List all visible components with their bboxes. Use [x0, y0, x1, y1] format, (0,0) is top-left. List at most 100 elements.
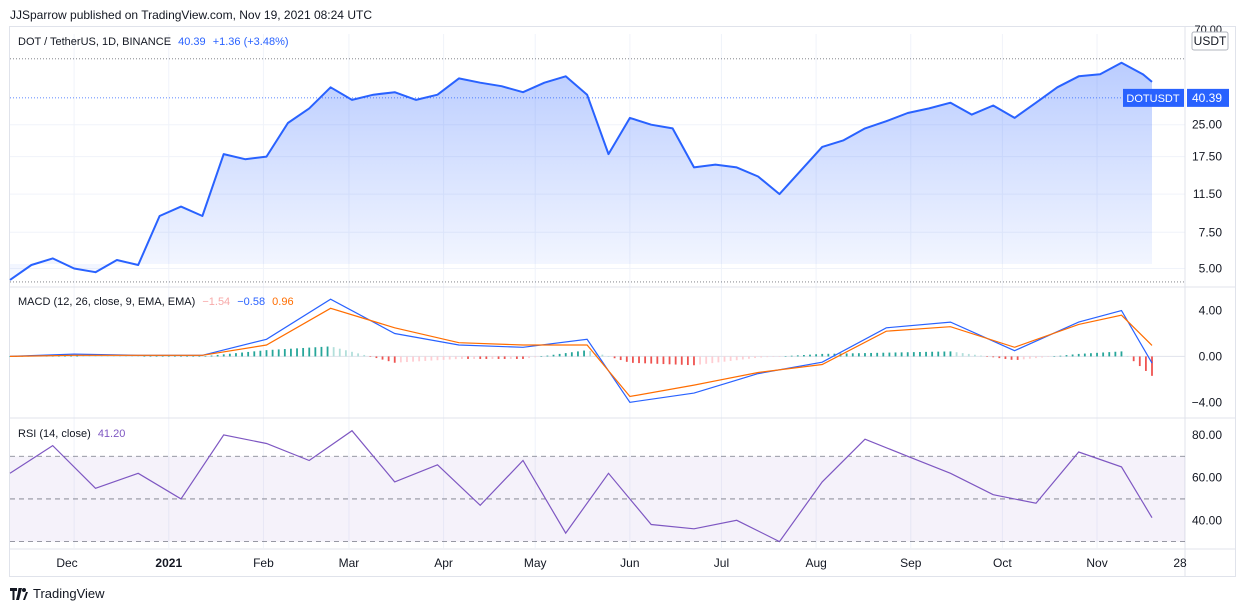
macd-hist-bar	[650, 356, 653, 364]
macd-hist-bar	[992, 356, 995, 358]
macd-hist-bar	[222, 354, 225, 357]
macd-hist-bar	[931, 351, 934, 357]
price-tick-label: 25.00	[1192, 118, 1222, 132]
macd-hist-bar	[228, 353, 231, 357]
macd-hist-bar	[1114, 351, 1117, 357]
time-tick-label: Apr	[434, 556, 453, 570]
macd-hist-bar	[497, 356, 500, 359]
macd-hist-bar	[192, 356, 195, 357]
macd-hist-bar	[888, 352, 891, 357]
macd-hist-bar	[528, 356, 530, 359]
time-tick-label: Aug	[805, 556, 826, 570]
macd-hist-bar	[760, 356, 763, 358]
macd-hist-bar	[534, 356, 537, 358]
macd-hist-bar	[241, 352, 243, 357]
rsi-tick-label: 60.00	[1192, 471, 1222, 485]
macd-hist-bar	[900, 352, 903, 357]
macd-hist-bar	[778, 356, 781, 357]
symbol-tag-text: DOTUSDT	[1126, 93, 1179, 105]
price-area-fill	[10, 62, 1152, 280]
macd-hist-bar	[906, 352, 909, 357]
macd-hist-bar	[143, 356, 146, 357]
footer-brand[interactable]: TradingView	[10, 586, 105, 601]
macd-hist-bar	[546, 355, 549, 357]
rsi-legend[interactable]: RSI (14, close) 41.20	[18, 428, 125, 440]
macd-hist-bar	[870, 352, 872, 357]
publisher-line: JJSparrow published on TradingView.com, …	[10, 8, 372, 22]
macd-hist-bar	[363, 354, 366, 357]
macd-hist-bar	[644, 356, 647, 364]
macd-hist-bar	[717, 356, 720, 363]
time-tick-label: Sep	[900, 556, 922, 570]
macd-hist-bar	[375, 356, 378, 359]
macd-hist-bar	[186, 356, 189, 357]
macd-tick-label: −4.00	[1192, 395, 1223, 409]
macd-hist-bar	[790, 355, 793, 357]
tradingview-logo-icon	[10, 587, 28, 600]
macd-hist-bar	[247, 351, 250, 357]
macd-hist-bar	[967, 353, 970, 357]
macd-hist-bar	[1041, 356, 1043, 358]
macd-hist-bar	[1102, 352, 1105, 357]
macd-hist-bar	[583, 350, 585, 357]
price-tick-label: 11.50	[1193, 187, 1222, 201]
rsi-line	[9, 429, 1153, 543]
macd-hist-bar	[485, 356, 488, 359]
macd-hist-bar	[540, 356, 543, 357]
macd-hist-bar	[674, 356, 677, 365]
rsi-pane	[9, 429, 1185, 543]
time-tick-label: Jul	[714, 556, 729, 570]
macd-hist-bar	[998, 356, 1001, 359]
time-tick-label: 28	[1173, 556, 1187, 570]
price-line	[9, 61, 1153, 281]
macd-hist-bar	[1090, 353, 1092, 357]
macd-hist-bar	[766, 356, 769, 358]
macd-hist-bar	[613, 356, 616, 359]
price-tick-label: 5.00	[1199, 262, 1223, 276]
macd-hist-bar	[876, 352, 879, 357]
macd-hist-bar	[827, 353, 830, 357]
macd-legend[interactable]: MACD (12, 26, close, 9, EMA, EMA) −1.54 …	[18, 296, 294, 308]
macd-hist-bar	[9, 356, 11, 357]
macd-hist-bar	[509, 356, 512, 359]
time-tick-label: 2021	[155, 556, 182, 570]
macd-hist-bar	[558, 353, 561, 357]
price-legend[interactable]: DOT / TetherUS, 1D, BINANCE 40.39 +1.36 …	[18, 36, 289, 48]
macd-hist-bar	[619, 356, 622, 361]
macd-hist-bar	[332, 347, 335, 357]
macd-hist-bar	[729, 356, 732, 361]
macd-tick-label: 0.00	[1199, 349, 1223, 363]
macd-hist-bar	[1083, 353, 1086, 357]
macd-hist-bar	[809, 354, 811, 357]
macd-hist-bar	[803, 354, 805, 357]
macd-hist-bar	[161, 356, 164, 357]
macd-hist-bar	[100, 355, 103, 357]
macd-hist-bar	[1035, 356, 1037, 359]
macd-hist-bar	[1016, 356, 1019, 360]
macd-hist-bar	[894, 352, 897, 357]
currency-box	[1191, 31, 1229, 51]
macd-hist-bar	[173, 356, 176, 357]
macd-hist-bar	[595, 352, 598, 357]
macd-hist-bar	[302, 347, 305, 357]
macd-hist-bar	[815, 354, 818, 357]
macd-hist-bar	[167, 356, 170, 357]
macd-hist-bar	[430, 356, 433, 361]
rsi-label: RSI (14, close)	[18, 428, 91, 440]
macd-hist-bar	[845, 353, 848, 357]
macd-hist-bar	[399, 356, 402, 363]
macd-hist-bar	[235, 353, 237, 357]
macd-hist-bar	[919, 351, 921, 357]
rsi-value: 41.20	[97, 428, 126, 440]
macd-hist-bar	[106, 355, 109, 357]
macd-hist-bar	[119, 356, 121, 357]
macd-hist-bar	[589, 351, 592, 357]
macd-hist-bar	[955, 352, 958, 357]
macd-hist-bar	[973, 354, 976, 357]
macd-hist-bar	[253, 351, 256, 357]
macd-hist-bar	[290, 348, 292, 357]
macd-hist-bar	[662, 356, 665, 365]
macd-hist-bar	[882, 352, 885, 357]
macd-hist-bar	[344, 350, 347, 357]
